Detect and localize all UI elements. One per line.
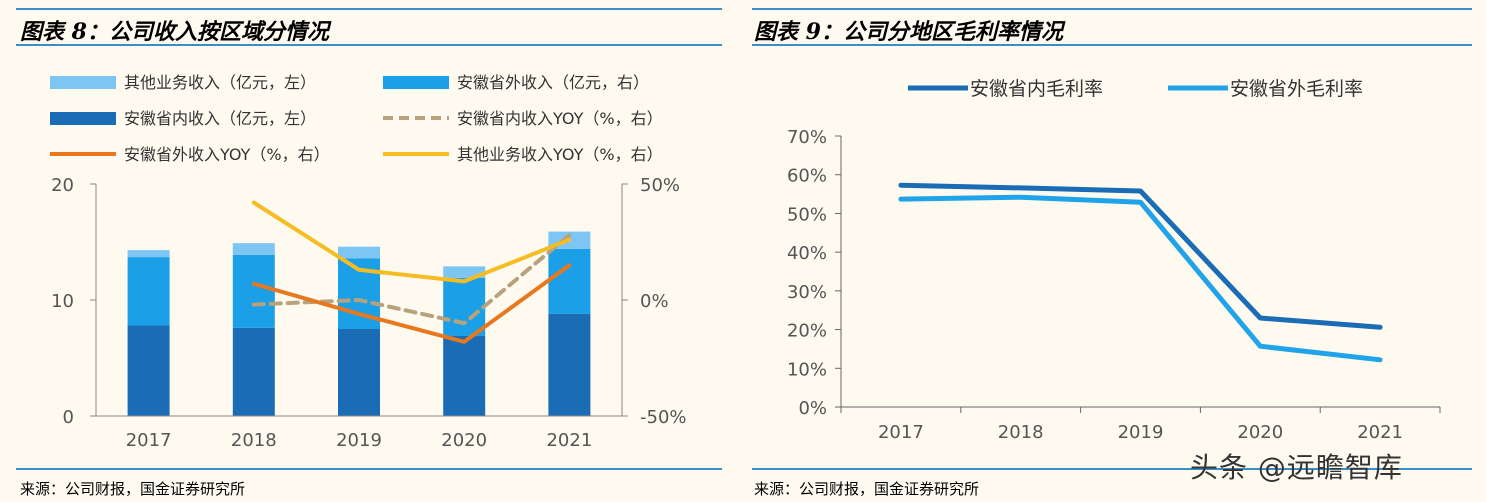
y-tick-label-right: -50% xyxy=(640,407,687,428)
y-tick-label-left: 20 xyxy=(51,175,74,196)
series-line xyxy=(898,182,1383,330)
legend-label: 安徽省内毛利率 xyxy=(970,78,1103,100)
x-tick-label: 2020 xyxy=(441,430,487,451)
legend-label: 安徽省内收入（亿元，左） xyxy=(124,109,316,128)
bar-segment xyxy=(127,257,170,326)
y-tick-label: 20% xyxy=(787,321,827,342)
left-bottom-rule xyxy=(16,468,722,470)
watermark: 头条 @远瞻智库 xyxy=(1190,451,1403,484)
right-title-rule xyxy=(752,44,1472,46)
series-line xyxy=(251,200,572,284)
bar-segment xyxy=(548,313,591,416)
series-line xyxy=(251,233,572,326)
x-tick-label: 2020 xyxy=(1237,422,1283,443)
series-line xyxy=(898,194,1383,363)
x-tick-label: 2019 xyxy=(1118,422,1164,443)
bar-segment xyxy=(127,250,170,258)
legend-label: 安徽省内收入YOY（%，右） xyxy=(457,109,663,128)
x-tick-label: 2017 xyxy=(126,430,172,451)
bar-segment xyxy=(443,335,486,416)
bar-segment xyxy=(338,246,380,259)
y-tick-label: 50% xyxy=(787,204,827,225)
y-tick-label: 30% xyxy=(787,282,827,303)
legend-label: 其他业务收入（亿元，左） xyxy=(124,73,316,92)
y-tick-label: 10% xyxy=(787,359,827,380)
x-tick-label: 2018 xyxy=(231,430,277,451)
right-bottom-rule xyxy=(752,468,1472,470)
bar-segment xyxy=(443,266,486,278)
bar-segment xyxy=(232,254,275,328)
x-tick-label: 2017 xyxy=(878,422,924,443)
left-chart: 其他业务收入（亿元，左） 安徽省外收入（亿元，右） 安徽省内收入（亿元，左） 安徽省内… xyxy=(50,73,687,451)
y-tick-label: 0% xyxy=(798,398,827,419)
bar-segment xyxy=(232,243,275,255)
series-line xyxy=(251,263,572,344)
y-tick-label-left: 10 xyxy=(51,291,74,312)
x-tick-label: 2019 xyxy=(336,430,382,451)
left-top-rule xyxy=(16,8,722,10)
left-title-rule xyxy=(16,44,722,46)
left-source: 来源：公司财报，国金证券研究所 xyxy=(20,480,246,498)
legend-swatch xyxy=(50,112,116,125)
left-chart-title: 图表 8：公司收入按区域分情况 xyxy=(20,19,329,45)
y-tick-label-right: 50% xyxy=(640,175,680,196)
y-tick-label: 40% xyxy=(787,243,827,264)
y-tick-label: 60% xyxy=(787,166,827,187)
right-chart-title: 图表 9：公司分地区毛利率情况 xyxy=(754,19,1063,45)
x-tick-label: 2018 xyxy=(998,422,1044,443)
bar-segment xyxy=(232,327,275,416)
right-top-rule xyxy=(752,8,1472,10)
legend-swatch xyxy=(383,76,449,89)
legend-swatch xyxy=(50,76,116,89)
x-tick-label: 2021 xyxy=(1357,422,1403,443)
bar-segment xyxy=(443,277,486,336)
y-tick-label-left: 0 xyxy=(63,407,74,428)
right-panel: 图表 9：公司分地区毛利率情况 安徽省内毛利率 安徽省外毛利率 0% 10% 20% 30… xyxy=(740,0,1486,502)
left-panel: 图表 8：公司收入按区域分情况 其他业务收入（亿元，左） 安徽省外收入（亿元，右）… xyxy=(0,0,740,502)
y-tick-label: 70% xyxy=(787,127,827,148)
bar-segment xyxy=(548,248,591,314)
bar-segment xyxy=(338,329,380,416)
x-tick-label: 2021 xyxy=(546,430,592,451)
y-tick-label-right: 0% xyxy=(640,291,669,312)
right-source: 来源：公司财报，国金证券研究所 xyxy=(754,480,980,498)
legend-label: 安徽省外收入YOY（%，右） xyxy=(124,145,330,164)
bar-segment xyxy=(127,325,170,416)
right-chart: 安徽省内毛利率 安徽省外毛利率 0% 10% 20% 30% 40% 50% 60% 70% 201… xyxy=(787,78,1441,443)
legend-label: 安徽省外收入（亿元，右） xyxy=(457,73,649,92)
legend-label: 其他业务收入YOY（%，右） xyxy=(457,145,663,164)
legend-label: 安徽省外毛利率 xyxy=(1230,78,1363,100)
